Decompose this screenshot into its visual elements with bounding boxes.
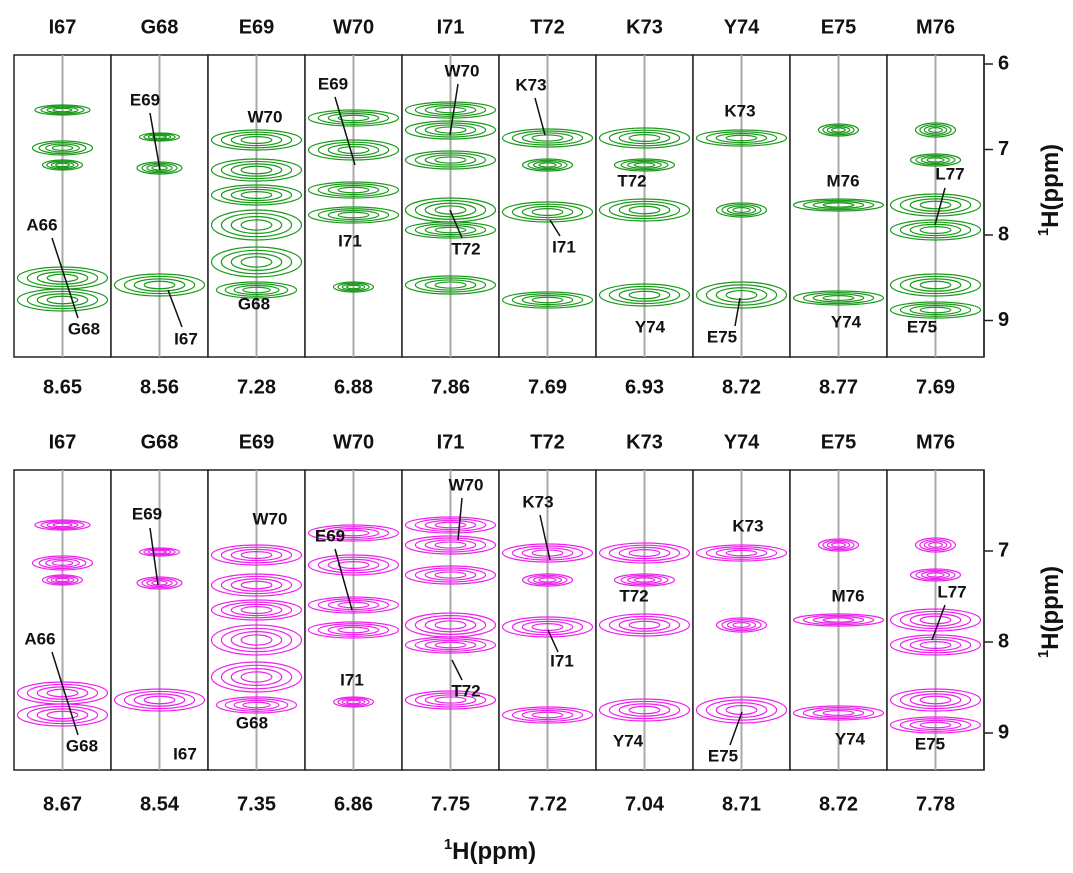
strip-top-label: E69 — [239, 16, 275, 38]
strip-bottom-label: 7.69 — [916, 376, 955, 398]
nmr-strip-figure: 1H(ppm) I678.65A66G68G688.56E69I67E697.2… — [0, 0, 1073, 873]
peak-label: G68 — [236, 713, 268, 732]
strip-bottom-label: 8.54 — [140, 793, 180, 815]
tick-label: 7 — [998, 138, 1009, 160]
peak-label: A66 — [24, 629, 55, 648]
strip-bottom-label: 8.56 — [140, 376, 179, 398]
label-text: H(ppm) — [1037, 566, 1064, 650]
peak-label: T72 — [619, 586, 648, 605]
y-axis-label: 1H(ppm) — [1035, 566, 1064, 658]
peak-label: G68 — [238, 294, 270, 313]
peak-label: T72 — [617, 171, 646, 190]
strip-bottom-label: 6.93 — [625, 376, 664, 398]
y-axis-label: 1H(ppm) — [1035, 144, 1064, 236]
strip-bottom-label: 6.86 — [334, 793, 373, 815]
strip-bottom-label: 7.78 — [916, 793, 955, 815]
peak-label: W70 — [253, 509, 288, 528]
strip-top-label: E75 — [821, 16, 857, 38]
strip-top-label: I67 — [49, 16, 77, 38]
strip-top-label: W70 — [333, 431, 374, 453]
peak-label: E75 — [907, 317, 937, 336]
tick-label: 9 — [998, 309, 1009, 331]
peak-label: I71 — [340, 670, 364, 689]
peak-label: E69 — [132, 504, 162, 523]
peak-label: E69 — [130, 90, 160, 109]
strip-top-label: Y74 — [724, 16, 760, 38]
peak-label: I71 — [338, 231, 362, 250]
tick-label: 7 — [998, 539, 1009, 561]
strip-bottom-label: 7.35 — [237, 793, 276, 815]
label-text: H(ppm) — [1037, 144, 1064, 228]
strip-bottom-label: 7.69 — [528, 376, 567, 398]
peak-label: I71 — [550, 651, 574, 670]
strip-bottom-label: 7.04 — [625, 793, 665, 815]
strip-bottom-label: 8.65 — [43, 376, 82, 398]
peak-label: E75 — [915, 734, 945, 753]
strip-top-label: M76 — [916, 431, 955, 453]
peak-label: W70 — [248, 107, 283, 126]
strip-bottom-label: 8.72 — [819, 793, 858, 815]
peak-label: K73 — [732, 516, 763, 535]
strip-bottom-label: 7.86 — [431, 376, 470, 398]
peak-label: E69 — [315, 526, 345, 545]
peak-label: T72 — [451, 239, 480, 258]
tick-label: 9 — [998, 721, 1009, 743]
strip-top-label: T72 — [530, 431, 564, 453]
strip-top-label: W70 — [333, 16, 374, 38]
superscript: 1 — [1035, 228, 1052, 236]
peak-label: Y74 — [613, 731, 644, 750]
strip-bottom-label: 6.88 — [334, 376, 373, 398]
peak-label: Y74 — [835, 729, 866, 748]
peak-label: K73 — [515, 75, 546, 94]
strip-top-label: G68 — [141, 16, 179, 38]
peak-label: A66 — [26, 215, 57, 234]
peak-label: T72 — [451, 681, 480, 700]
strip-top-label: I71 — [437, 431, 465, 453]
strip-bottom-label: 8.72 — [722, 376, 761, 398]
peak-label: L77 — [937, 582, 966, 601]
strip-top-label: K73 — [626, 431, 663, 453]
tick-label: 8 — [998, 223, 1009, 245]
x-axis-label: 1H(ppm) — [444, 836, 536, 865]
peak-label: G68 — [66, 736, 98, 755]
strip-bottom-label: 7.28 — [237, 376, 276, 398]
peak-label: E75 — [708, 746, 738, 765]
strip-top-label: Y74 — [724, 431, 760, 453]
peak-label: K73 — [724, 101, 755, 120]
strip-bottom-label: 8.77 — [819, 376, 858, 398]
strip-top-label: I67 — [49, 431, 77, 453]
strip-bottom-label: 8.71 — [722, 793, 761, 815]
strip-bottom-label: 8.67 — [43, 793, 82, 815]
strip-top-label: G68 — [141, 431, 179, 453]
tick-label: 8 — [998, 630, 1009, 652]
strip-top-label: E75 — [821, 431, 857, 453]
peak-label: L77 — [935, 164, 964, 183]
superscript: 1 — [1035, 650, 1052, 658]
peak-label: M76 — [831, 586, 864, 605]
peak-label: I71 — [552, 237, 576, 256]
strip-top-label: E69 — [239, 431, 275, 453]
peak-label: Y74 — [635, 317, 666, 336]
peak-label: E75 — [707, 327, 737, 346]
peak-label: K73 — [522, 492, 553, 511]
peak-label: E69 — [318, 74, 348, 93]
peak-label: Y74 — [831, 312, 862, 331]
strip-top-label: I71 — [437, 16, 465, 38]
tick-label: 6 — [998, 52, 1009, 74]
superscript: 1 — [444, 836, 452, 853]
strip-bottom-label: 7.75 — [431, 793, 470, 815]
peak-label: I67 — [174, 329, 198, 348]
strip-top-label: M76 — [916, 16, 955, 38]
peak-label: W70 — [445, 61, 480, 80]
label-text: H(ppm) — [452, 838, 536, 865]
peak-label: I67 — [173, 744, 197, 763]
peak-label: W70 — [449, 475, 484, 494]
peak-label: M76 — [826, 171, 859, 190]
strip-bottom-label: 7.72 — [528, 793, 567, 815]
strip-top-label: K73 — [626, 16, 663, 38]
peak-label: G68 — [68, 319, 100, 338]
strip-top-label: T72 — [530, 16, 564, 38]
